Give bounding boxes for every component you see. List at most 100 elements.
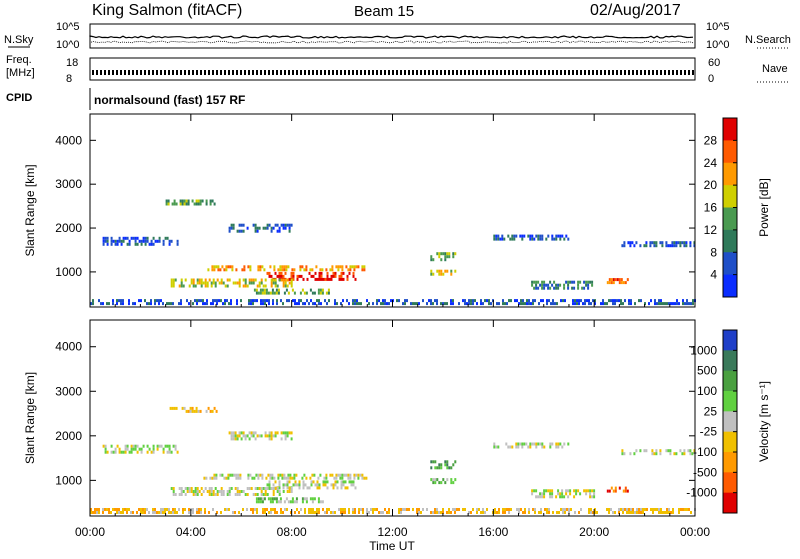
echo-cell (298, 480, 301, 484)
echo-cell (434, 478, 437, 482)
echo-cell (138, 239, 141, 243)
echo-cell (200, 493, 203, 496)
echo-cell (152, 242, 155, 246)
echo-cell (226, 299, 228, 303)
echo-cell (120, 302, 122, 306)
echo-cell (494, 508, 496, 511)
echo-cell (434, 508, 436, 511)
echo-cell (569, 489, 572, 493)
echo-region (493, 234, 570, 241)
echo-cell (352, 480, 355, 484)
nsearch-label: N.Search (745, 34, 791, 46)
echo-cell (274, 278, 277, 282)
echo-cell (212, 281, 215, 285)
echo-cell (259, 473, 262, 477)
echo-cell (418, 302, 420, 306)
echo-cell (302, 302, 304, 306)
echo-cell (568, 508, 570, 511)
echo-cell (282, 223, 285, 227)
echo-cell (633, 244, 636, 248)
echo-cell (623, 244, 626, 248)
echo-cell (224, 299, 226, 303)
echo-cell (208, 487, 211, 490)
echo-cell (310, 508, 312, 511)
echo-cell (626, 278, 629, 282)
echo-cell (110, 450, 113, 454)
echo-cell (533, 489, 536, 493)
echo-cell (610, 278, 613, 282)
echo-cell (152, 236, 155, 240)
echo-cell (280, 508, 282, 511)
echo-cell (102, 444, 105, 448)
echo-cell (342, 480, 345, 484)
echo-cell (118, 239, 121, 243)
echo-cell (200, 281, 203, 285)
echo-cell (533, 237, 536, 241)
echo-cell (672, 508, 674, 511)
echo-cell (152, 508, 154, 511)
echo-cell (292, 274, 295, 278)
echo-cell (594, 302, 596, 306)
echo-cell (556, 302, 558, 306)
echo-cell (410, 302, 412, 306)
nave-mark (265, 73, 266, 74)
echo-cell (274, 480, 277, 484)
echo-region (621, 241, 696, 248)
echo-cell (252, 299, 254, 303)
echo-region (90, 299, 696, 306)
echo-cell (548, 299, 550, 303)
nave-mark (217, 73, 218, 74)
echo-cell (244, 278, 247, 282)
echo-cell (194, 493, 197, 496)
echo-cell (134, 242, 137, 246)
echo-cell (285, 497, 288, 501)
echo-cell (653, 244, 656, 248)
echo-cell (185, 199, 188, 203)
echo-cell (630, 511, 632, 514)
echo-cell (264, 284, 267, 288)
nave-mark (361, 73, 362, 74)
freq-mark (148, 70, 150, 75)
echo-cell (255, 500, 258, 504)
echo-cell (518, 508, 520, 511)
echo-cell (655, 241, 658, 245)
echo-cell (284, 483, 287, 487)
echo-cell (434, 511, 436, 514)
echo-cell (396, 299, 398, 303)
echo-cell (314, 511, 316, 514)
echo-cell (191, 409, 194, 413)
echo-cell (516, 299, 518, 303)
echo-cell (140, 447, 143, 451)
echo-cell (537, 234, 540, 238)
echo-cell (246, 508, 248, 511)
echo-cell (606, 489, 609, 493)
echo-cell (270, 511, 272, 514)
echo-cell (519, 234, 522, 238)
echo-cell (276, 299, 278, 303)
echo-cell (340, 271, 343, 275)
nave-mark (621, 73, 622, 74)
echo-cell (672, 302, 674, 306)
echo-cell (474, 299, 476, 303)
echo-cell (238, 431, 241, 435)
echo-cell (130, 447, 133, 451)
y-tick-label: 4000 (55, 340, 82, 354)
echo-cell (134, 302, 136, 306)
echo-region (430, 269, 457, 276)
echo-cell (270, 434, 273, 438)
echo-cell (593, 492, 596, 496)
echo-cell (636, 511, 638, 514)
echo-cell (197, 202, 200, 206)
echo-cell (464, 302, 466, 306)
echo-cell (303, 497, 306, 501)
y-axis-label: Slant Range [km] (23, 164, 37, 256)
echo-cell (506, 302, 508, 306)
echo-cell (309, 476, 312, 480)
freq-mark (636, 70, 638, 75)
echo-cell (416, 511, 418, 514)
echo-cell (344, 486, 347, 490)
echo-cell (504, 302, 506, 306)
freq-mark (460, 70, 462, 75)
echo-cell (90, 302, 92, 306)
